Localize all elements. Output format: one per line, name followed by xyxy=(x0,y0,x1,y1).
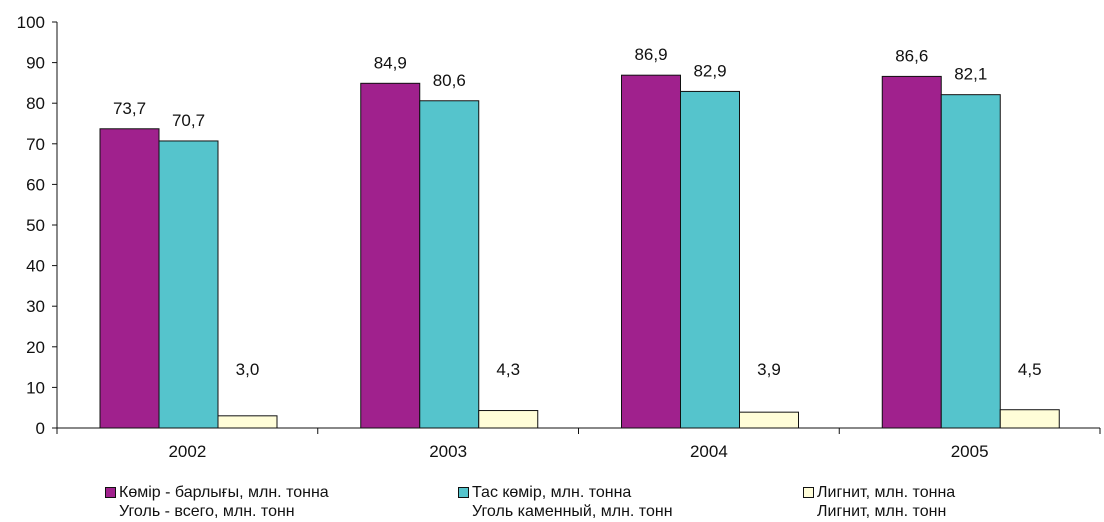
bar xyxy=(999,409,1060,429)
legend: Көмір - барлығы, млн. тонна Уголь - всег… xyxy=(0,483,1104,522)
x-tick-label: 2003 xyxy=(429,442,467,461)
x-tick-label: 2002 xyxy=(168,442,206,461)
bar xyxy=(940,94,1001,429)
legend-label-ru: Уголь - всего, млн. тонн xyxy=(119,503,295,520)
data-label: 86,9 xyxy=(634,45,667,64)
bar xyxy=(881,75,942,429)
bar xyxy=(739,411,799,429)
y-tick-label: 80 xyxy=(26,94,45,113)
legend-label-ru: Лигнит, млн. тонн xyxy=(817,503,947,520)
data-labels: 73,7 70,7 3,0 84,9 80,6 4,3 86,9 82,9 3,9 86,6 82,… xyxy=(113,45,1042,379)
legend-swatch-total-coal xyxy=(105,487,116,498)
axes: 0 10 20 30 40 50 60 70 80 90 100 2002 2003 2004 2005 xyxy=(17,13,1101,461)
y-tick-label: 30 xyxy=(26,297,45,316)
legend-label-kz: Көмір - барлығы, млн. тонна xyxy=(119,484,329,501)
y-tick-label: 10 xyxy=(26,378,45,397)
legend-swatch-lignite xyxy=(803,487,814,498)
y-tick-label: 60 xyxy=(26,175,45,194)
data-label: 3,0 xyxy=(236,360,260,379)
x-tick-label: 2005 xyxy=(951,442,989,461)
y-tick-label: 70 xyxy=(26,135,45,154)
bar xyxy=(217,415,278,429)
bars xyxy=(99,74,1060,429)
y-tick-label: 50 xyxy=(26,216,45,235)
legend-label-ru: Уголь каменный, млн. тонн xyxy=(472,503,673,520)
y-tick-label: 40 xyxy=(26,257,45,276)
legend-label-kz: Тас көмір, млн. тонна xyxy=(472,484,632,501)
bar xyxy=(621,74,681,429)
x-tick-label: 2004 xyxy=(690,442,728,461)
data-label: 86,6 xyxy=(895,46,928,65)
data-label: 70,7 xyxy=(172,111,205,130)
data-label: 4,3 xyxy=(496,360,520,379)
legend-swatch-hard-coal xyxy=(458,487,469,498)
y-tick-label: 20 xyxy=(26,338,45,357)
data-label: 82,9 xyxy=(693,61,726,80)
bar xyxy=(99,128,160,429)
y-tick-label: 0 xyxy=(36,419,45,438)
data-label: 80,6 xyxy=(433,71,466,90)
bar xyxy=(158,140,219,429)
data-label: 4,5 xyxy=(1018,360,1042,379)
bar xyxy=(360,82,421,429)
y-tick-label: 100 xyxy=(17,13,45,32)
data-label: 73,7 xyxy=(113,99,146,118)
bar xyxy=(680,90,740,429)
bar xyxy=(419,100,480,429)
data-label: 82,1 xyxy=(954,65,987,84)
data-label: 84,9 xyxy=(374,53,407,72)
data-label: 3,9 xyxy=(757,360,781,379)
legend-label-kz: Лигнит, млн. тонна xyxy=(817,484,956,501)
bar xyxy=(478,410,539,429)
y-tick-label: 90 xyxy=(26,54,45,73)
